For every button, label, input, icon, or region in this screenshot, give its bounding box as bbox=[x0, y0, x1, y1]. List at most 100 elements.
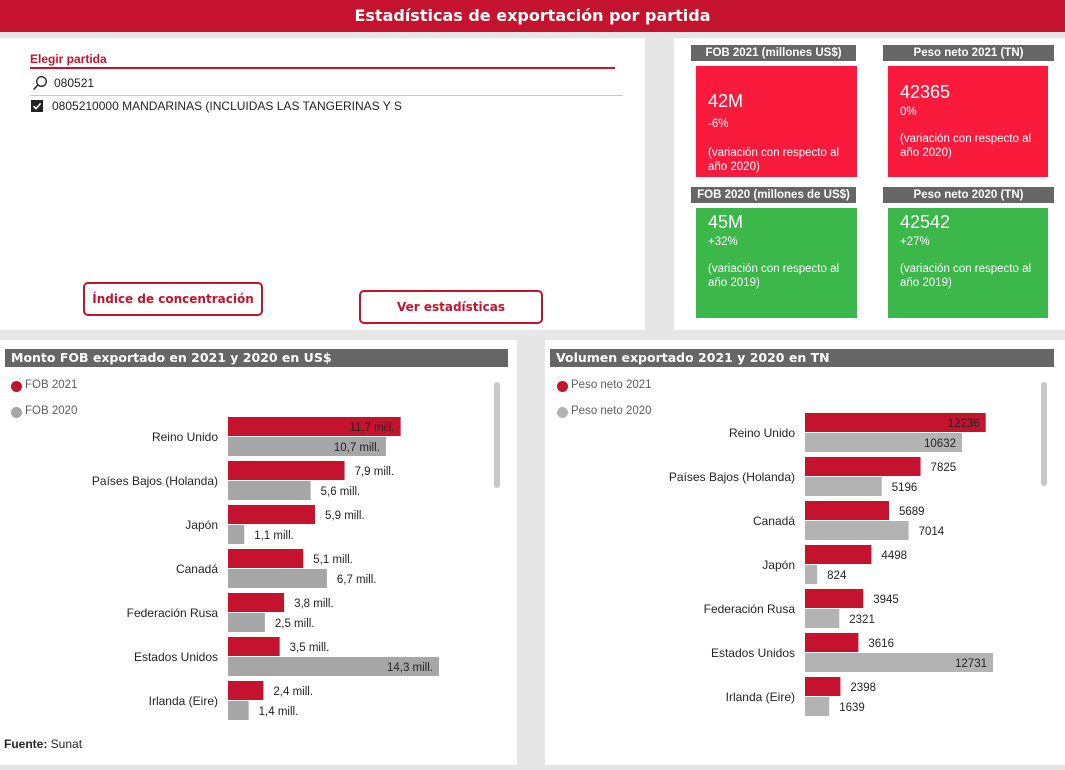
kpi-title-fob-2021: FOB 2021 (millones US$) bbox=[691, 45, 856, 61]
bar-2020[interactable] bbox=[228, 701, 249, 720]
kpi-card-weight-2020: 42542 +27% (variación con respecto al añ… bbox=[888, 208, 1048, 318]
kpi-card-fob-2021: 42M -6% (variación con respecto al año 2… bbox=[696, 66, 857, 177]
data-label: 1,1 mill. bbox=[254, 530, 294, 542]
legend-label-fob-2021[interactable]: FOB 2021 bbox=[25, 379, 78, 391]
data-label: 6,7 mill. bbox=[337, 574, 377, 586]
bar-2021[interactable] bbox=[228, 637, 280, 656]
bar-2020[interactable] bbox=[805, 433, 963, 452]
slicer-title: Elegir partida bbox=[30, 52, 107, 66]
data-label: 2321 bbox=[849, 614, 875, 626]
bar-2020[interactable] bbox=[805, 609, 840, 628]
data-label: 3945 bbox=[873, 594, 899, 606]
legend-dot-weight-2020 bbox=[557, 407, 568, 418]
data-label: 3616 bbox=[868, 638, 894, 650]
category-label: Japón bbox=[762, 558, 795, 572]
kpi-note: (variación con respecto al año 2019) bbox=[900, 263, 1032, 289]
page-title: Estadísticas de exportación por partida bbox=[0, 0, 1065, 32]
data-label: 2398 bbox=[850, 682, 876, 694]
category-label: Reino Unido bbox=[152, 430, 218, 444]
fob-bar-chart: Reino Unido 11,7 mill. 10,7 mill. Países Ba… bbox=[92, 417, 439, 720]
category-label: Reino Unido bbox=[729, 426, 795, 440]
data-label: 5,6 mill. bbox=[321, 486, 361, 498]
data-label: 2,4 mill. bbox=[273, 686, 313, 698]
kpi-value: 42542 bbox=[900, 212, 951, 232]
search-input[interactable] bbox=[54, 74, 354, 92]
fob-chart-scrollbar[interactable] bbox=[494, 382, 500, 488]
data-label: 12236 bbox=[948, 418, 980, 430]
bar-2020[interactable] bbox=[805, 697, 830, 716]
bar-2021[interactable] bbox=[228, 417, 401, 436]
bar-2020[interactable] bbox=[228, 657, 439, 676]
search-underline bbox=[30, 95, 623, 96]
kpi-title-weight-2020: Peso neto 2020 (TN) bbox=[883, 187, 1054, 203]
slicer-item-label[interactable]: 0805210000 MANDARINAS (INCLUIDAS LAS TAN… bbox=[52, 99, 402, 113]
concentration-index-button[interactable]: Índice de concentración bbox=[83, 282, 263, 316]
data-label: 3,8 mill. bbox=[294, 598, 334, 610]
bar-2020[interactable] bbox=[228, 569, 327, 588]
volume-bar-chart: Reino Unido 12236 10632 Países Bajos (Holan… bbox=[669, 413, 993, 716]
bar-2020[interactable] bbox=[228, 525, 245, 544]
slicer-item-checkbox[interactable] bbox=[31, 100, 43, 112]
category-label: Canadá bbox=[753, 514, 795, 528]
bar-2021[interactable] bbox=[228, 593, 285, 612]
bar-2021[interactable] bbox=[805, 677, 841, 696]
bar-2021[interactable] bbox=[228, 461, 345, 480]
bar-2021[interactable] bbox=[805, 457, 921, 476]
bar-2021[interactable] bbox=[805, 633, 859, 652]
data-label: 10,7 mill. bbox=[334, 442, 380, 454]
bar-2020[interactable] bbox=[805, 653, 993, 672]
bar-2021[interactable] bbox=[228, 505, 316, 524]
volume-chart-title: Volumen exportado 2021 y 2020 en TN bbox=[550, 349, 1054, 367]
bar-2020[interactable] bbox=[228, 481, 311, 500]
kpi-title-fob-2020: FOB 2020 (millones de US$) bbox=[691, 187, 856, 203]
data-label: 14,3 mill. bbox=[387, 662, 433, 674]
data-label: 7014 bbox=[919, 526, 945, 538]
kpi-note: (variación con respecto al año 2020) bbox=[900, 133, 1032, 159]
bar-2021[interactable] bbox=[805, 501, 890, 520]
kpi-change: -6% bbox=[708, 118, 729, 130]
kpi-card-fob-2020: 45M +32% (variación con respecto al año … bbox=[696, 208, 857, 318]
category-label: Estados Unidos bbox=[134, 650, 218, 664]
category-label: Irlanda (Eire) bbox=[726, 690, 795, 704]
bar-2021[interactable] bbox=[228, 549, 304, 568]
kpi-value: 42365 bbox=[900, 82, 951, 102]
bar-2020[interactable] bbox=[805, 477, 882, 496]
bar-2021[interactable] bbox=[805, 589, 864, 608]
bar-2020[interactable] bbox=[805, 521, 909, 540]
bar-2021[interactable] bbox=[228, 681, 264, 700]
data-label: 3,5 mill. bbox=[290, 642, 330, 654]
view-statistics-button[interactable]: Ver estadísticas bbox=[359, 290, 543, 324]
kpi-change: +27% bbox=[900, 236, 930, 248]
volume-chart-scrollbar[interactable] bbox=[1041, 382, 1047, 486]
source-value: Sunat bbox=[47, 737, 83, 751]
source-label: Fuente: bbox=[4, 737, 48, 751]
fob-chart-title: Monto FOB exportado en 2021 y 2020 en US… bbox=[5, 349, 508, 367]
data-label: 12731 bbox=[955, 658, 987, 670]
legend-dot-weight-2021 bbox=[557, 381, 568, 392]
legend-dot-fob-2021 bbox=[11, 381, 22, 392]
data-label: 11,7 mill. bbox=[349, 422, 394, 434]
legend-label-weight-2020[interactable]: Peso neto 2020 bbox=[571, 405, 652, 417]
data-label: 5,1 mill. bbox=[313, 554, 353, 566]
category-label: Federación Rusa bbox=[704, 602, 796, 616]
category-label: Japón bbox=[185, 518, 218, 532]
data-label: 5689 bbox=[899, 506, 925, 518]
bar-2021[interactable] bbox=[805, 413, 986, 432]
kpi-change: 0% bbox=[900, 106, 917, 118]
data-label: 5,9 mill. bbox=[325, 510, 365, 522]
kpi-title-weight-2021: Peso neto 2021 (TN) bbox=[883, 45, 1054, 61]
data-label: 824 bbox=[827, 570, 847, 582]
search-icon[interactable] bbox=[32, 75, 48, 91]
category-label: Países Bajos (Holanda) bbox=[669, 470, 795, 484]
bar-2020[interactable] bbox=[228, 437, 386, 456]
legend-label-fob-2020[interactable]: FOB 2020 bbox=[25, 405, 78, 417]
bar-2020[interactable] bbox=[228, 613, 265, 632]
bar-2021[interactable] bbox=[805, 545, 872, 564]
data-label: 7825 bbox=[931, 462, 957, 474]
bar-2020[interactable] bbox=[805, 565, 818, 584]
category-label: Países Bajos (Holanda) bbox=[92, 474, 218, 488]
category-label: Irlanda (Eire) bbox=[149, 694, 218, 708]
legend-label-weight-2021[interactable]: Peso neto 2021 bbox=[571, 379, 652, 391]
data-label: 4498 bbox=[881, 550, 907, 562]
kpi-change: +32% bbox=[708, 236, 738, 248]
